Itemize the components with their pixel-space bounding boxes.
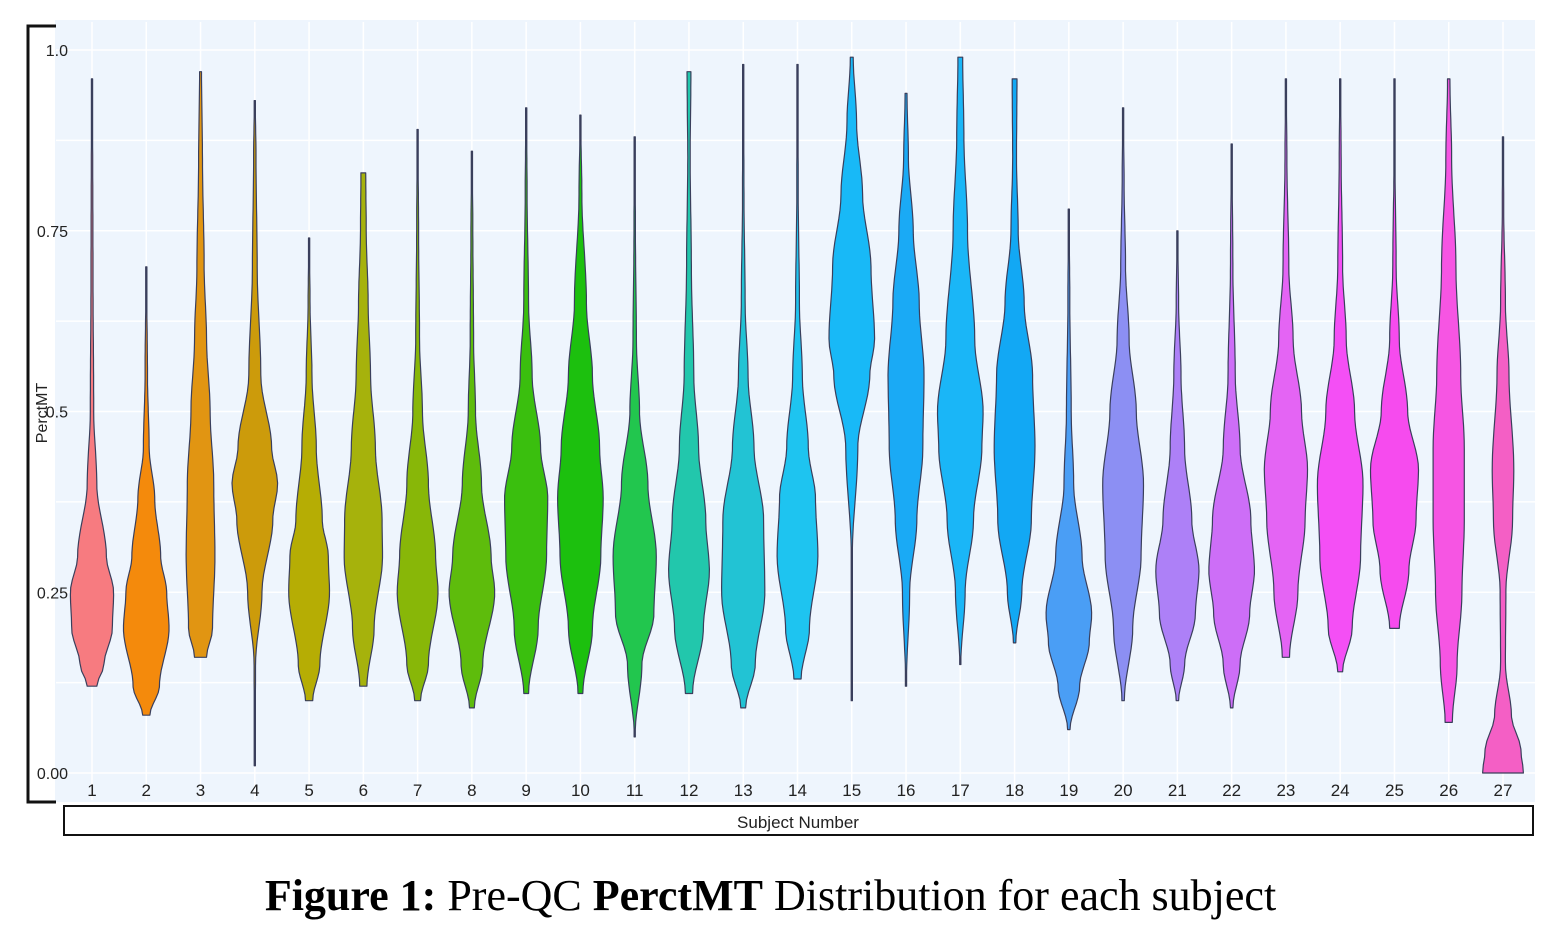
- x-tick-label: 1: [87, 781, 96, 800]
- violin-subject-25: [1369, 78, 1420, 629]
- x-tick-label: 24: [1331, 781, 1350, 800]
- x-tick-label: 25: [1385, 781, 1404, 800]
- x-tick-label: 5: [304, 781, 313, 800]
- violins: [69, 56, 1524, 774]
- violin-subject-24: [1316, 78, 1364, 673]
- violin-subject-13: [721, 63, 766, 709]
- figure-caption: Figure 1: Pre-QC PerctMT Distribution fo…: [0, 870, 1541, 921]
- x-tick-label: 4: [250, 781, 259, 800]
- violin-subject-16: [887, 92, 925, 687]
- violin-subject-11: [612, 136, 657, 738]
- violin-subject-23: [1263, 78, 1309, 658]
- violin-subject-19: [1045, 208, 1093, 731]
- x-tick-label: 12: [680, 781, 699, 800]
- violin-subject-1: [69, 78, 115, 687]
- y-tick-labels: 0.00 0.25 0.5 0.75 1.0: [37, 43, 68, 783]
- violin-subject-14: [776, 63, 819, 680]
- x-tick-label: 3: [196, 781, 205, 800]
- x-tick-label: 20: [1114, 781, 1133, 800]
- x-tick-label: 17: [951, 781, 970, 800]
- caption-part1: Pre-QC: [436, 871, 593, 920]
- x-tick-label: 15: [842, 781, 861, 800]
- x-tick-label: 6: [359, 781, 368, 800]
- x-tick-labels: 1 2 3 4 5 6 7 8 9 10 11 12 13 14 15 16 17 18 19 20 21 22 23 24 2…: [87, 781, 1512, 800]
- x-tick-label: 2: [142, 781, 151, 800]
- violin-subject-17: [936, 56, 984, 666]
- x-tick-label: 22: [1222, 781, 1241, 800]
- violin-subject-6: [343, 172, 384, 687]
- caption-metric: PerctMT: [592, 871, 763, 920]
- y-tick-label: 0.5: [46, 405, 68, 422]
- x-tick-label: 13: [734, 781, 753, 800]
- violin-subject-12: [668, 71, 710, 695]
- violin-subject-20: [1102, 107, 1145, 702]
- x-tick-label: 16: [897, 781, 916, 800]
- y-tick-label: 0.75: [37, 224, 68, 241]
- caption-part2: Distribution for each subject: [762, 871, 1277, 920]
- violin-subject-3: [185, 71, 216, 658]
- x-tick-label: 9: [521, 781, 530, 800]
- violin-subject-2: [122, 266, 170, 716]
- violin-subject-7: [396, 128, 439, 702]
- x-tick-label: 19: [1059, 781, 1078, 800]
- violin-subject-27: [1482, 136, 1524, 774]
- x-axis-frame: [63, 805, 1534, 836]
- x-tick-label: 23: [1276, 781, 1295, 800]
- y-axis-frame: [26, 24, 56, 804]
- violin-subject-8: [448, 150, 496, 709]
- y-tick-label: 0.00: [37, 766, 68, 783]
- x-tick-label: 11: [626, 781, 644, 800]
- x-tick-label: 18: [1005, 781, 1024, 800]
- violin-subject-26: [1432, 78, 1465, 723]
- x-tick-label: 27: [1494, 781, 1513, 800]
- y-tick-label: 0.25: [37, 585, 68, 602]
- x-tick-label: 8: [467, 781, 476, 800]
- violin-subject-21: [1155, 230, 1200, 702]
- violin-subject-18: [993, 78, 1036, 644]
- violin-subject-10: [557, 114, 604, 695]
- violin-subject-5: [288, 237, 331, 702]
- x-tick-label: 14: [788, 781, 807, 800]
- violin-subject-4: [231, 100, 279, 767]
- x-axis-label: Subject Number: [737, 813, 859, 832]
- caption-prefix: Figure 1:: [264, 871, 437, 920]
- x-tick-label: 7: [413, 781, 422, 800]
- x-tick-label: 10: [571, 781, 590, 800]
- y-tick-label: 1.0: [46, 43, 68, 60]
- x-tick-label: 26: [1439, 781, 1458, 800]
- violin-subject-9: [504, 107, 549, 695]
- y-axis-label: PerctMT: [34, 383, 51, 444]
- violin-subject-15: [828, 56, 876, 702]
- x-tick-label: 21: [1168, 781, 1187, 800]
- violin-subject-22: [1208, 143, 1255, 709]
